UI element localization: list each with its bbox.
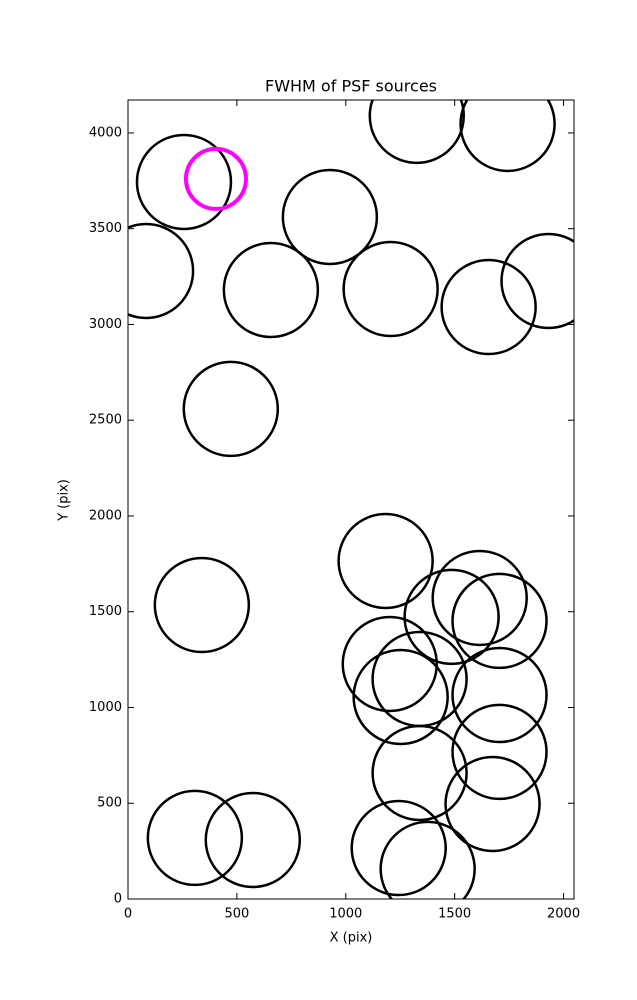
source-marker [222,241,320,339]
source-marker [342,240,439,338]
y-tick-label: 1500 [89,604,122,619]
source-marker [440,258,537,356]
source-marker [350,799,447,897]
source-marker [451,646,548,744]
source-marker [368,100,466,165]
source-marker [128,222,195,320]
y-tick-label: 3000 [89,317,122,332]
y-tick-label: 1000 [89,700,122,715]
y-tick-label: 4000 [89,125,122,140]
y-tick-label: 3500 [89,221,122,236]
source-marker [182,360,280,458]
source-marker [183,146,248,211]
x-tick-label: 0 [124,907,132,922]
source-marker [352,648,449,746]
source-marker [451,703,548,801]
plot-frame [127,99,575,900]
source-marker [500,232,574,330]
source-marker [459,100,556,173]
source-marker [281,168,379,266]
source-marker [444,755,541,853]
x-tick-label: 500 [224,907,249,922]
y-tick-label: 2000 [89,508,122,523]
source-marker [135,133,233,231]
source-marker [146,789,244,887]
y-tick-label: 500 [97,796,122,811]
chart-title: FWHM of PSF sources [265,77,437,96]
source-marker [341,615,439,713]
source-marker [204,791,302,889]
x-tick-label: 2000 [547,907,580,922]
source-marker [379,820,476,899]
source-marker [403,568,500,666]
source-marker [337,512,434,610]
y-tick-label: 0 [114,892,122,907]
y-tick-label: 2500 [89,413,122,428]
source-marker [371,630,468,728]
y-axis-label: Y (pix) [57,479,72,522]
source-marker [153,556,251,654]
x-axis-label: X (pix) [330,931,373,946]
source-marker [431,549,528,647]
x-tick-label: 1500 [438,907,471,922]
x-tick-label: 1000 [329,907,362,922]
source-marker [451,572,548,670]
source-marker [371,724,468,822]
